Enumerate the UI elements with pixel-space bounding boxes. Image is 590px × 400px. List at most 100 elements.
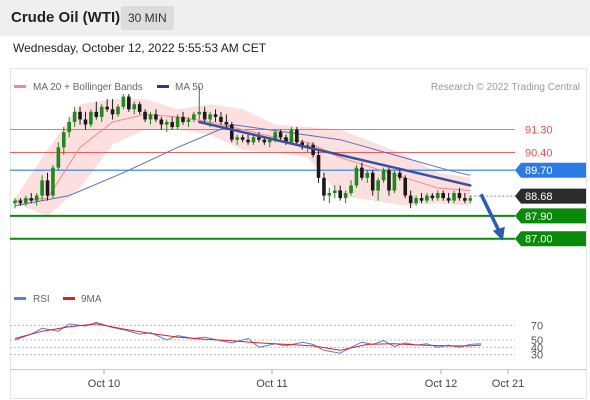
level-label-2: 89.70	[525, 165, 553, 177]
candle	[34, 193, 39, 206]
candle-body	[154, 114, 158, 120]
candle	[89, 109, 93, 128]
candle-body	[284, 137, 288, 143]
candle-body	[468, 198, 473, 201]
candle-body	[67, 121, 71, 133]
candle-body	[316, 154, 321, 178]
candle-body	[289, 129, 294, 143]
candle	[338, 185, 342, 201]
instrument-title: Crude Oil (WTI)	[11, 9, 121, 26]
candle	[154, 109, 158, 122]
candle-body	[105, 106, 109, 110]
trend-overlay	[198, 120, 505, 241]
candle-body	[240, 137, 245, 140]
rsi-tick-label-30: 30	[531, 350, 543, 362]
candle-body	[89, 111, 93, 125]
candle-body	[273, 132, 277, 140]
level-tag-2	[515, 162, 586, 178]
legend-swatch-ma20	[14, 85, 26, 88]
candle	[132, 101, 137, 115]
candle	[246, 134, 250, 145]
candle-body	[24, 198, 28, 204]
level-label-5: 87.00	[525, 234, 553, 246]
candle-body	[164, 121, 169, 125]
candle	[425, 193, 429, 204]
candle-body	[148, 114, 153, 120]
candle-body	[51, 167, 55, 196]
candle-body	[322, 177, 326, 196]
candle-body	[56, 147, 61, 168]
candle-body	[132, 104, 137, 110]
candle-body	[463, 198, 467, 201]
candle-body	[408, 195, 413, 204]
candle	[181, 111, 185, 125]
candle	[72, 106, 77, 128]
candle	[392, 170, 397, 194]
trendline	[198, 120, 472, 187]
level-label-0: 91.30	[525, 125, 553, 137]
candle	[332, 185, 337, 199]
candle-body	[398, 172, 402, 178]
candle-body	[137, 104, 142, 112]
candle	[56, 142, 61, 171]
candle	[13, 198, 17, 209]
candle-body	[278, 132, 283, 138]
ma50-line	[14, 123, 471, 207]
rsi-tick-label-70: 70	[531, 320, 543, 332]
candle-body	[425, 195, 429, 201]
candle	[322, 172, 326, 201]
candle	[354, 165, 359, 188]
candle-body	[197, 111, 202, 115]
candle-body	[441, 193, 445, 199]
interval-button[interactable]: 30 MIN	[121, 6, 174, 30]
candle-body	[224, 121, 229, 125]
legend-swatch-ma50	[157, 85, 169, 88]
candle	[430, 193, 435, 201]
candle-body	[262, 139, 267, 143]
candle-body	[143, 111, 147, 120]
candle-body	[181, 116, 185, 122]
candle	[175, 114, 180, 130]
main-legend: MA 20 + Bollinger Bands MA 50 Research ©…	[14, 82, 580, 93]
candle-body	[327, 193, 332, 196]
candle-body	[127, 96, 131, 110]
candle	[441, 190, 445, 201]
candle	[29, 193, 34, 204]
candle-body	[99, 106, 104, 117]
candle	[278, 129, 283, 140]
candle-body	[246, 139, 250, 143]
candle	[186, 116, 191, 128]
candle-body	[387, 170, 391, 191]
candle	[408, 190, 413, 209]
candle	[83, 111, 88, 130]
timestamp: Wednesday, October 12, 2022 5:55:53 AM C…	[13, 41, 267, 55]
candle-body	[121, 96, 126, 107]
candle-body	[235, 137, 240, 140]
candle-body	[175, 116, 180, 128]
candle-body	[170, 121, 174, 128]
candle-body	[186, 119, 191, 122]
level-label-1: 90.40	[525, 147, 553, 159]
candle-body	[116, 106, 120, 115]
candle-body	[159, 119, 164, 125]
x-tick-label-3: Oct 21	[492, 378, 524, 390]
candle	[159, 116, 164, 130]
candle	[40, 175, 44, 201]
legend-label-ma20: MA 20 + Bollinger Bands	[33, 82, 143, 93]
legend-swatch-rsi	[14, 297, 26, 300]
candle-body	[13, 200, 17, 204]
candle-body	[213, 114, 218, 117]
rsi-tick-label-40: 40	[531, 342, 543, 354]
candle	[452, 190, 456, 204]
candle	[446, 193, 451, 204]
legend-swatch-9ma	[63, 297, 75, 300]
candle-body	[83, 119, 88, 125]
candle-body	[392, 172, 397, 191]
candle	[127, 94, 131, 112]
candle-body	[446, 198, 451, 201]
forecast-arrow-head	[492, 226, 505, 241]
candle	[192, 111, 196, 122]
candle	[365, 170, 370, 183]
x-axis: Oct 10 Oct 11 Oct 12 Oct 21	[88, 369, 524, 390]
